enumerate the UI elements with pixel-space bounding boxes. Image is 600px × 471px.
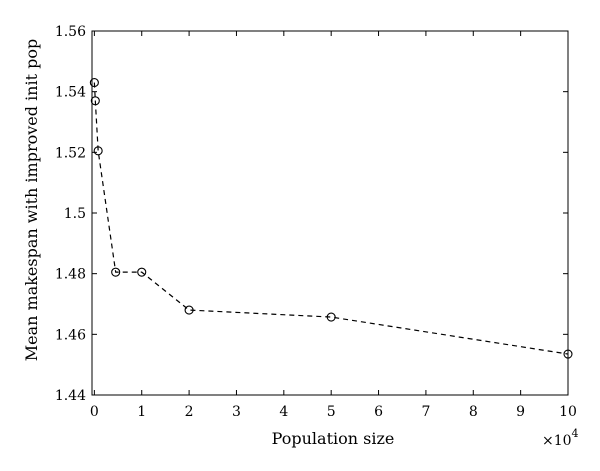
x-axis-label: Population size [272,429,395,448]
data-point [184,305,194,315]
data-point [93,146,103,156]
plot-border [91,30,569,396]
y-tick-label: 1.54 [55,85,86,101]
x-axis-ticks: 0 1 2 3 4 5 6 7 8 9 10 [90,31,577,420]
x-tick-label: 4 [279,404,288,420]
x-multiplier-exponent: 4 [572,427,579,440]
data-point [563,349,573,359]
x-tick-label: 9 [516,404,525,420]
y-axis-ticks: 1.44 1.46 1.48 1.5 1.52 1.54 1.56 [55,24,568,404]
y-tick-label: 1.48 [55,267,86,283]
y-tick-label: 1.52 [55,145,86,161]
x-tick-label: 3 [232,404,241,420]
y-tick-label: 1.46 [55,327,86,343]
y-axis-label: Mean makespan with improved init pop [22,39,41,362]
data-point [137,267,147,277]
series-line [93,82,569,355]
x-tick-label: 10 [559,404,577,420]
x-tick-label: 1 [137,404,146,420]
x-tick-label: 2 [185,404,194,420]
x-tick-label: 7 [421,404,430,420]
series-layer [89,78,573,359]
data-point [89,78,99,88]
x-tick-label: 8 [469,404,478,420]
x-axis-multiplier: ×104 [542,427,579,449]
y-tick-label: 1.5 [64,206,86,222]
y-tick-label: 1.44 [55,388,86,404]
x-tick-label: 6 [374,404,383,420]
y-tick-label: 1.56 [55,24,86,40]
data-point [326,312,336,322]
data-point [90,96,100,106]
x-multiplier-base: ×10 [542,433,572,449]
data-point [111,267,121,277]
x-tick-label: 0 [90,404,99,420]
plot-frame [91,30,569,396]
x-tick-label: 5 [327,404,336,420]
